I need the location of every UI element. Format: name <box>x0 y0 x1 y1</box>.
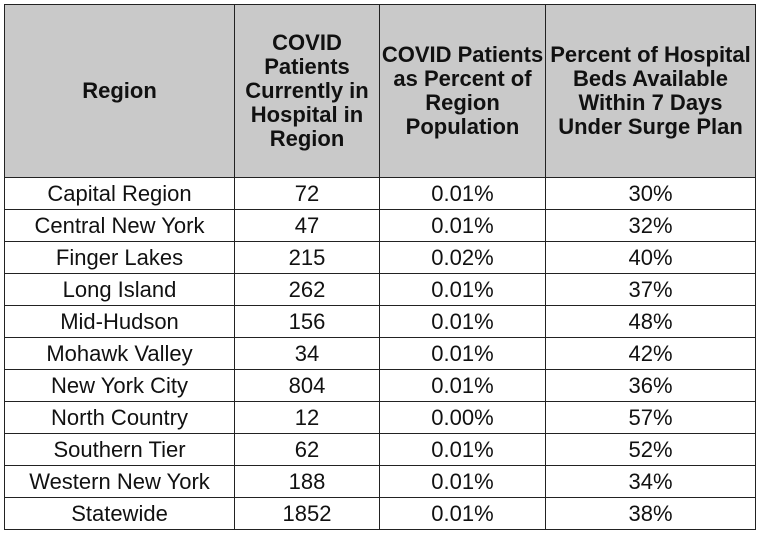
table-row: Mohawk Valley 34 0.01% 42% <box>4 337 756 370</box>
cell-beds-available: 30% <box>545 177 756 210</box>
cell-patients: 188 <box>234 465 380 498</box>
hospital-capacity-table: Region COVID Patients Currently in Hospi… <box>4 4 756 530</box>
cell-percent-population: 0.00% <box>379 401 546 434</box>
cell-beds-available: 34% <box>545 465 756 498</box>
cell-beds-available: 38% <box>545 497 756 530</box>
cell-percent-population: 0.01% <box>379 337 546 370</box>
cell-region: Statewide <box>4 497 235 530</box>
cell-patients: 804 <box>234 369 380 402</box>
table-row: North Country 12 0.00% 57% <box>4 401 756 434</box>
cell-region: North Country <box>4 401 235 434</box>
cell-region: Central New York <box>4 209 235 242</box>
cell-percent-population: 0.01% <box>379 305 546 338</box>
header-beds-available: Percent of Hospital Beds Available Withi… <box>545 4 756 178</box>
cell-region: Mohawk Valley <box>4 337 235 370</box>
header-percent-of-population: COVID Patients as Percent of Region Popu… <box>379 4 546 178</box>
cell-percent-population: 0.02% <box>379 241 546 274</box>
cell-region: New York City <box>4 369 235 402</box>
cell-patients: 215 <box>234 241 380 274</box>
cell-beds-available: 40% <box>545 241 756 274</box>
cell-region: Mid-Hudson <box>4 305 235 338</box>
cell-percent-population: 0.01% <box>379 177 546 210</box>
cell-beds-available: 37% <box>545 273 756 306</box>
cell-beds-available: 42% <box>545 337 756 370</box>
table-row: Capital Region 72 0.01% 30% <box>4 177 756 210</box>
cell-beds-available: 52% <box>545 433 756 466</box>
cell-region: Capital Region <box>4 177 235 210</box>
cell-percent-population: 0.01% <box>379 465 546 498</box>
table-row: New York City 804 0.01% 36% <box>4 369 756 402</box>
table-row-statewide: Statewide 1852 0.01% 38% <box>4 497 756 530</box>
table-row: Southern Tier 62 0.01% 52% <box>4 433 756 466</box>
cell-region: Finger Lakes <box>4 241 235 274</box>
cell-patients: 12 <box>234 401 380 434</box>
cell-beds-available: 36% <box>545 369 756 402</box>
cell-region: Western New York <box>4 465 235 498</box>
cell-region: Southern Tier <box>4 433 235 466</box>
cell-patients: 34 <box>234 337 380 370</box>
cell-percent-population: 0.01% <box>379 497 546 530</box>
cell-patients: 47 <box>234 209 380 242</box>
header-patients-in-hospital: COVID Patients Currently in Hospital in … <box>234 4 380 178</box>
cell-patients: 72 <box>234 177 380 210</box>
cell-percent-population: 0.01% <box>379 433 546 466</box>
cell-region: Long Island <box>4 273 235 306</box>
cell-beds-available: 48% <box>545 305 756 338</box>
cell-percent-population: 0.01% <box>379 369 546 402</box>
cell-beds-available: 57% <box>545 401 756 434</box>
hospital-capacity-table-frame: Region COVID Patients Currently in Hospi… <box>4 4 756 536</box>
table-row: Finger Lakes 215 0.02% 40% <box>4 241 756 274</box>
cell-patients: 1852 <box>234 497 380 530</box>
table-header-row: Region COVID Patients Currently in Hospi… <box>4 4 756 178</box>
table-row: Long Island 262 0.01% 37% <box>4 273 756 306</box>
table-row: Central New York 47 0.01% 32% <box>4 209 756 242</box>
table-row: Mid-Hudson 156 0.01% 48% <box>4 305 756 338</box>
cell-beds-available: 32% <box>545 209 756 242</box>
header-region: Region <box>4 4 235 178</box>
cell-percent-population: 0.01% <box>379 273 546 306</box>
cell-patients: 262 <box>234 273 380 306</box>
cell-percent-population: 0.01% <box>379 209 546 242</box>
cell-patients: 62 <box>234 433 380 466</box>
table-row: Western New York 188 0.01% 34% <box>4 465 756 498</box>
cell-patients: 156 <box>234 305 380 338</box>
